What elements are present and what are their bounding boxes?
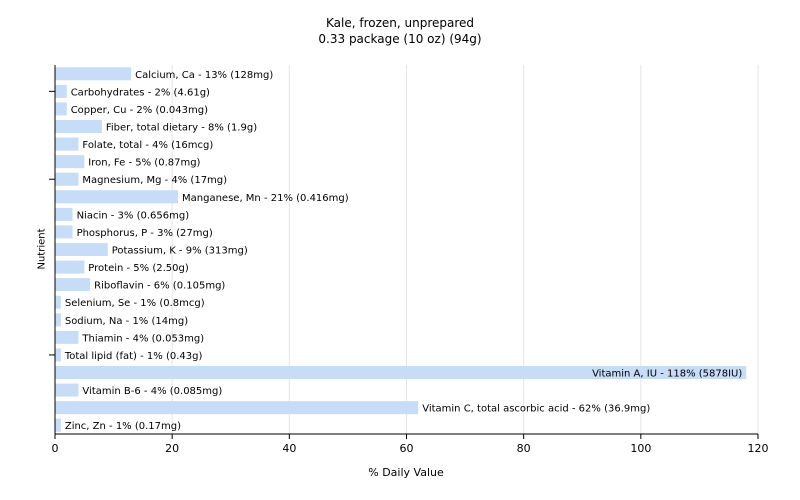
bar-label: Total lipid (fat) - 1% (0.43g) (64, 351, 203, 362)
bar-label: Magnesium, Mg - 4% (17mg) (82, 175, 227, 186)
bar (55, 137, 79, 151)
bar-label: Vitamin C, total ascorbic acid - 62% (36… (422, 404, 650, 415)
bar (55, 67, 132, 81)
x-tick-label: 100 (630, 442, 651, 455)
x-tick-label: 60 (400, 442, 414, 455)
x-tick-label: 80 (517, 442, 531, 455)
x-tick-label: 120 (748, 442, 769, 455)
bar-label: Niacin - 3% (0.656mg) (77, 210, 190, 221)
bar-label: Vitamin B-6 - 4% (0.085mg) (82, 386, 222, 397)
bar (55, 225, 73, 239)
bar (55, 383, 79, 397)
bar-label: Manganese, Mn - 21% (0.416mg) (182, 193, 349, 204)
bar (55, 278, 91, 292)
bar (55, 418, 61, 432)
y-axis-title: Nutrient (36, 228, 48, 270)
bar-label: Fiber, total dietary - 8% (1.9g) (106, 123, 257, 134)
bar-label: Copper, Cu - 2% (0.043mg) (71, 105, 208, 116)
bar (55, 190, 179, 204)
x-axis-title: % Daily Value (368, 466, 444, 479)
bar-label: Sodium, Na - 1% (14mg) (65, 316, 188, 327)
x-tick-label: 0 (52, 442, 59, 455)
bar (55, 155, 85, 169)
bar (55, 243, 108, 256)
bar (55, 207, 73, 221)
bar-label: Potassium, K - 9% (313mg) (112, 246, 248, 257)
bar (55, 295, 61, 309)
bar (55, 84, 67, 98)
bar-label: Carbohydrates - 2% (4.61g) (71, 87, 210, 98)
bar-label: Zinc, Zn - 1% (0.17mg) (65, 421, 181, 432)
bar (55, 313, 61, 327)
bar (55, 401, 419, 415)
bar (55, 348, 61, 362)
bar (55, 366, 747, 379)
x-tick-label: 40 (282, 442, 296, 455)
bar-label: Riboflavin - 6% (0.105mg) (94, 281, 225, 292)
bar (55, 260, 85, 274)
bar-label: Protein - 5% (2.50g) (88, 263, 189, 274)
bar-label: Folate, total - 4% (16mcg) (82, 140, 213, 151)
chart-title: Kale, frozen, unprepared (325, 16, 475, 30)
bar-label: Thiamin - 4% (0.053mg) (81, 333, 204, 344)
bar-label: Iron, Fe - 5% (0.87mg) (88, 158, 200, 169)
bar-label: Selenium, Se - 1% (0.8mcg) (65, 298, 205, 309)
x-tick-label: 20 (165, 442, 179, 455)
bar-label: Calcium, Ca - 13% (128mg) (135, 70, 273, 81)
bar-label: Vitamin A, IU - 118% (5878IU) (592, 369, 742, 380)
bar (55, 120, 102, 133)
bar-label: Phosphorus, P - 3% (27mg) (77, 228, 213, 239)
bar (55, 172, 79, 186)
chart-subtitle: 0.33 package (10 oz) (94g) (318, 32, 482, 46)
bar (55, 330, 79, 344)
bar (55, 102, 67, 116)
